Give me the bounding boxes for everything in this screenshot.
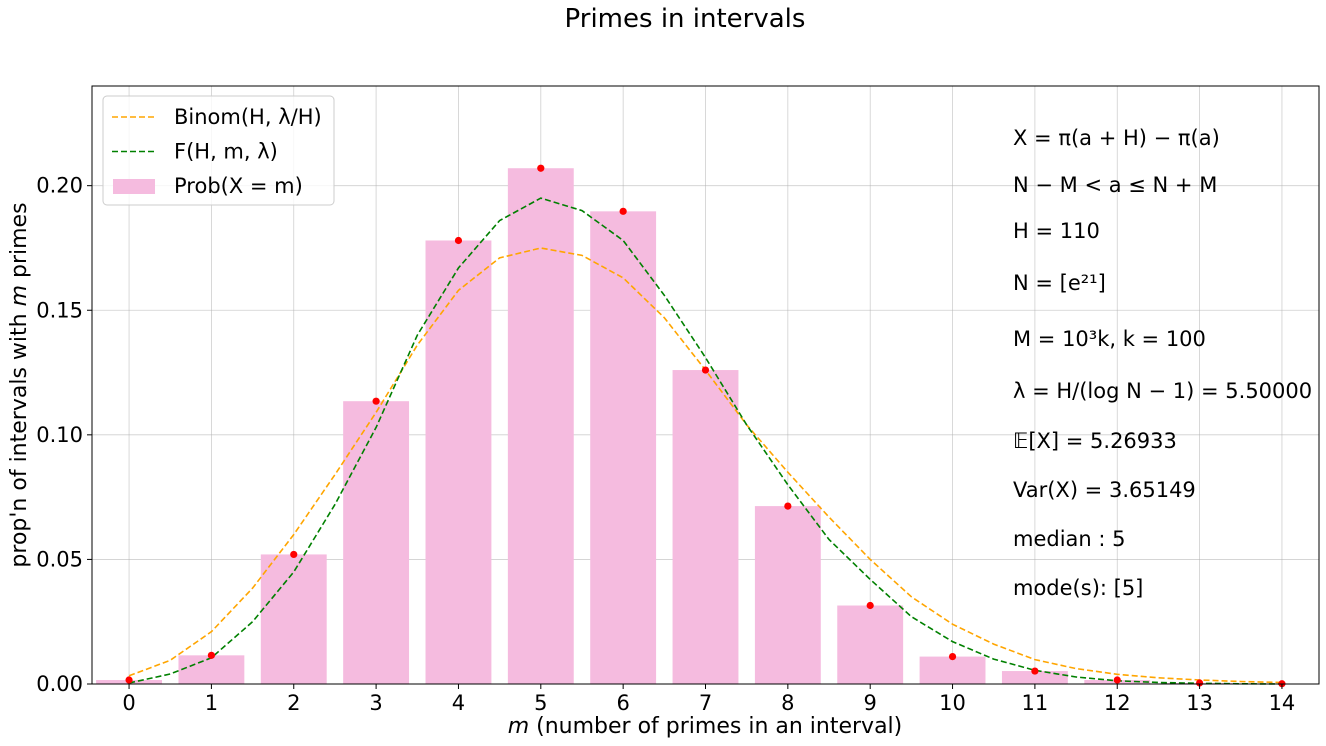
y-axis-label-post: primes (7, 202, 32, 285)
data-point-0 (125, 676, 133, 684)
annotation-text: X = π(a + H) − π(a) (1013, 126, 1220, 150)
bar-9 (837, 605, 904, 684)
legend-label: F(H, m, λ) (174, 140, 278, 164)
annotation-text: 𝔼[X] = 5.26933 (1013, 429, 1177, 453)
x-tick-label: 8 (781, 691, 794, 715)
legend-label: Binom(H, λ/H) (174, 105, 322, 129)
x-tick-label: 0 (122, 691, 135, 715)
data-point-8 (784, 502, 792, 510)
x-tick-label: 1 (205, 691, 218, 715)
data-points (125, 164, 1286, 688)
x-axis-label: m (number of primes in an interval) (508, 714, 903, 739)
annotation-text: λ = H/(log N − 1) = 5.50000 (1013, 379, 1312, 403)
data-point-12 (1113, 676, 1121, 684)
y-axis-label-var: m (7, 285, 32, 306)
bar-1 (178, 655, 245, 684)
data-point-4 (454, 236, 463, 245)
x-axis-label-var: m (508, 714, 529, 739)
bar-6 (590, 211, 657, 685)
bar-3 (343, 401, 410, 684)
data-point-5 (537, 164, 545, 172)
x-tick-label: 13 (1186, 691, 1213, 715)
x-tick-label: 14 (1269, 691, 1296, 715)
legend-label: Prob(X = m) (174, 174, 303, 198)
data-point-2 (290, 550, 298, 559)
x-tick-label: 12 (1104, 691, 1131, 715)
y-tick-label: 0.20 (36, 174, 83, 198)
data-point-3 (372, 397, 380, 405)
x-tick-label: 10 (939, 691, 966, 715)
data-point-1 (207, 651, 216, 659)
bar-10 (919, 656, 986, 684)
annotation-text: N = [e²¹] (1013, 271, 1106, 295)
x-tick-label: 9 (864, 691, 877, 715)
y-tick-label: 0.05 (36, 547, 83, 571)
bar-4 (425, 240, 492, 684)
data-point-9 (866, 601, 874, 610)
legend-box (102, 95, 335, 206)
x-tick-label: 5 (534, 691, 547, 715)
y-tick-label: 0.10 (36, 423, 83, 447)
data-point-7 (701, 366, 710, 374)
annotations: X = π(a + H) − π(a) N − M < a ≤ N + M H = … (1013, 126, 1312, 600)
legend: Binom(H, λ/H) F(H, m, λ) Prob(X = m) (102, 95, 335, 206)
y-axis-label: prop'n of intervals with m primes (7, 202, 32, 567)
bar-7 (672, 370, 739, 684)
chart-title: Primes in intervals (565, 4, 806, 34)
y-ticks: 0.00 0.05 0.10 0.15 0.20 (36, 174, 92, 696)
x-ticks: 0 1 2 3 4 5 6 7 8 9 10 11 12 13 14 (122, 684, 1295, 715)
x-tick-label: 11 (1022, 691, 1049, 715)
bar-2 (260, 554, 327, 684)
annotation-text: Var(X) = 3.65149 (1013, 478, 1196, 502)
y-tick-label: 0.15 (36, 298, 83, 322)
annotation-text: median : 5 (1013, 527, 1126, 551)
x-tick-label: 4 (452, 691, 465, 715)
data-point-13 (1195, 679, 1204, 687)
x-tick-label: 7 (699, 691, 712, 715)
y-axis-label-pre: prop'n of intervals with (7, 306, 32, 567)
x-tick-label: 3 (369, 691, 382, 715)
x-tick-label: 6 (616, 691, 629, 715)
bar-8 (754, 506, 821, 684)
x-tick-label: 2 (287, 691, 300, 715)
data-point-10 (948, 652, 957, 661)
annotation-text: M = 10³k, k = 100 (1013, 327, 1206, 351)
annotation-text: mode(s): [5] (1013, 576, 1143, 600)
bars (96, 168, 1315, 685)
y-tick-label: 0.00 (36, 672, 83, 696)
bar-5 (507, 168, 574, 685)
series-line-1 (128, 197, 1282, 685)
bar-11 (1001, 671, 1068, 684)
data-point-11 (1031, 667, 1039, 675)
data-point-6 (619, 207, 627, 215)
x-axis-label-text: (number of primes in an interval) (529, 714, 902, 739)
annotation-text: H = 110 (1013, 219, 1100, 243)
annotation-text: N − M < a ≤ N + M (1013, 173, 1217, 197)
legend-swatch-2 (113, 179, 155, 194)
